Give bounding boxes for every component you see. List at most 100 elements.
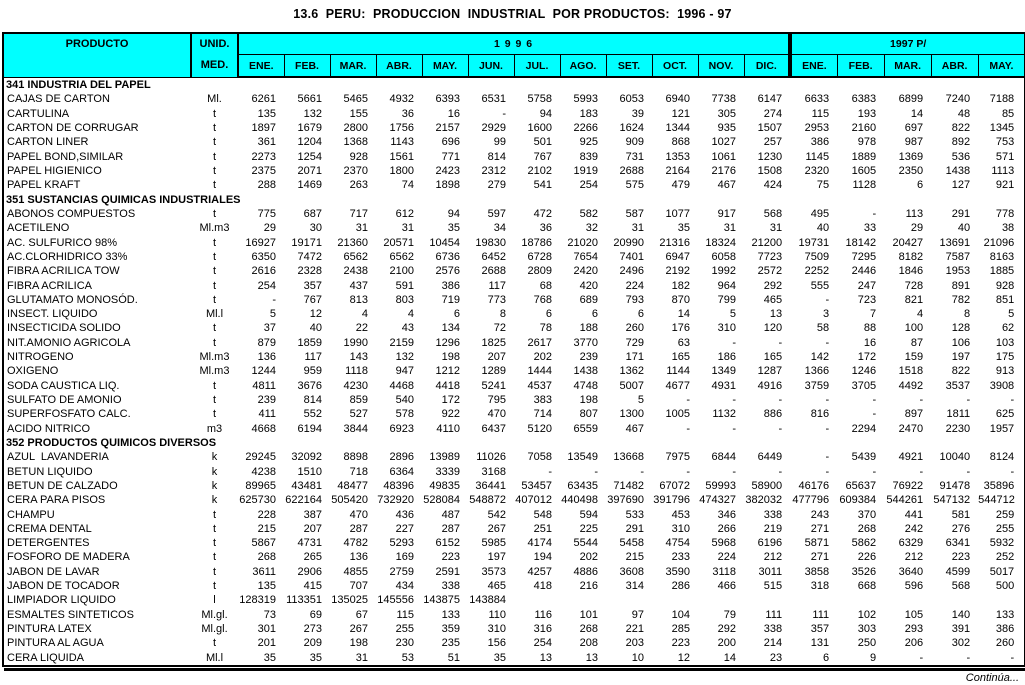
- value-cell: 921: [995, 179, 1015, 192]
- value-cell: 116: [534, 608, 552, 621]
- value-cell: 135025: [331, 594, 368, 607]
- product-name: CAJAS DE CARTON: [7, 93, 110, 106]
- value-cell: 382032: [745, 494, 783, 507]
- value-cell: 897: [904, 408, 924, 421]
- value-cell: 4916: [757, 379, 783, 392]
- value-cell: 10040: [939, 451, 971, 464]
- value-cell: 288: [257, 179, 276, 192]
- value-cell: 5: [637, 394, 644, 407]
- value-cell: 105: [904, 608, 924, 621]
- table-row: PAPEL KRAFT t 288 1469 263 74 1898 279 541 254 575…: [3, 178, 1025, 192]
- unit-of-measure: k: [211, 479, 218, 492]
- value-cell: 132: [303, 107, 322, 120]
- value-cell: 397690: [607, 494, 644, 507]
- value-cell: 183: [579, 107, 598, 120]
- value-cell: -: [686, 422, 690, 435]
- value-cell: 436: [395, 508, 414, 521]
- product-name: ESMALTES SINTETICOS: [7, 608, 134, 621]
- value-cell: 555: [810, 279, 830, 292]
- value-cell: 1756: [389, 122, 414, 135]
- value-cell: 547132: [933, 494, 971, 507]
- value-cell: 115: [811, 107, 830, 120]
- value-cell: 4668: [251, 422, 276, 435]
- table-row: JABON DE LAVAR t 3611 2906 4855 2759 2591 3573 4…: [3, 565, 1025, 579]
- value-cell: 2192: [665, 265, 690, 278]
- value-cell: 6152: [435, 537, 460, 550]
- value-cell: 13691: [939, 236, 971, 249]
- value-cell: 14: [698, 650, 744, 667]
- table-row: GLUTAMATO MONOSÓD. t - 767 813 803 719 773 768 68…: [3, 293, 1025, 307]
- value-cell: 479: [671, 179, 690, 192]
- value-cell: 11026: [476, 451, 506, 464]
- value-cell: 203: [625, 637, 644, 650]
- value-cell: 169: [395, 551, 414, 564]
- value-cell: -: [825, 394, 830, 407]
- value-cell: 7472: [297, 250, 322, 263]
- value-cell: 5439: [851, 451, 877, 464]
- value-cell: 274: [763, 107, 783, 120]
- value-cell: 227: [395, 522, 414, 535]
- value-cell: 3858: [804, 565, 830, 578]
- value-cell: 40: [957, 222, 971, 235]
- value-cell: 43481: [291, 479, 322, 492]
- value-cell: 1344: [665, 122, 690, 135]
- value-cell: 2688: [619, 165, 644, 178]
- value-cell: 540: [395, 394, 414, 407]
- value-cell: 117: [304, 351, 322, 364]
- value-cell: 94: [539, 107, 552, 120]
- value-cell: 58900: [751, 479, 783, 492]
- value-cell: 2252: [804, 265, 830, 278]
- table-row: CAJAS DE CARTON Ml. 6261 5661 5465 4932 6393 65…: [3, 92, 1025, 106]
- value-cell: 2809: [527, 265, 552, 278]
- value-cell: 35: [238, 650, 284, 667]
- value-cell: 2164: [665, 165, 690, 178]
- value-cell: 31: [401, 222, 414, 235]
- product-name: AZUL LAVANDERIA: [7, 451, 109, 464]
- value-cell: 470: [487, 408, 506, 421]
- value-cell: 302: [951, 637, 971, 650]
- value-cell: 226: [857, 551, 877, 564]
- value-cell: [514, 593, 560, 607]
- value-cell: -: [872, 408, 877, 421]
- unit-of-measure: Ml.m3: [199, 365, 230, 378]
- value-cell: 7587: [945, 250, 971, 263]
- value-cell: 6341: [945, 537, 971, 550]
- value-cell: 5968: [711, 537, 736, 550]
- value-cell: 111: [765, 608, 783, 621]
- value-cell: 5: [269, 308, 276, 321]
- col-header-1996-abr: ABR.: [375, 54, 423, 78]
- value-cell: 36: [401, 107, 414, 120]
- value-cell: 2266: [573, 122, 598, 135]
- value-cell: 1300: [619, 408, 644, 421]
- value-cell: 4921: [898, 451, 924, 464]
- value-cell: 6559: [573, 422, 598, 435]
- value-cell: 13668: [613, 451, 644, 464]
- value-cell: 357: [810, 623, 830, 636]
- value-cell: 1132: [712, 408, 736, 421]
- value-cell: 16927: [245, 236, 276, 249]
- table-row: CARTON LINER t 361 1204 1368 1143 696 99 501 925 9…: [3, 135, 1025, 149]
- value-cell: 859: [349, 394, 368, 407]
- value-cell: 6728: [527, 250, 552, 263]
- unit-of-measure: t: [212, 336, 217, 349]
- value-cell: 851: [995, 293, 1015, 306]
- production-table: PRODUCTO UNID. MED. 1 9 9 6 1997 P/ ENE.…: [2, 32, 1025, 667]
- value-cell: 2470: [898, 422, 924, 435]
- value-cell: 201: [257, 637, 276, 650]
- value-cell: 814: [487, 150, 506, 163]
- value-cell: 43: [401, 322, 414, 335]
- value-cell: 2350: [898, 165, 924, 178]
- value-cell: 6531: [481, 93, 506, 106]
- value-cell: 29: [910, 222, 924, 235]
- product-name: INSECTICIDA SOLIDO: [7, 322, 121, 335]
- value-cell: -: [732, 394, 736, 407]
- table-row: ABONOS COMPUESTOS t 775 687 717 612 94 597 472 58…: [3, 207, 1025, 221]
- value-cell: [884, 593, 931, 607]
- unit-of-measure: k: [211, 465, 218, 478]
- value-cell: 4492: [898, 379, 924, 392]
- value-cell: 19731: [798, 236, 830, 249]
- unit-of-measure: k: [211, 451, 218, 464]
- value-cell: 91478: [939, 479, 971, 492]
- table-row: AC.CLORHIDRICO 33% t 6350 7472 6562 6562 6736 6…: [3, 250, 1025, 264]
- value-cell: 1897: [251, 122, 276, 135]
